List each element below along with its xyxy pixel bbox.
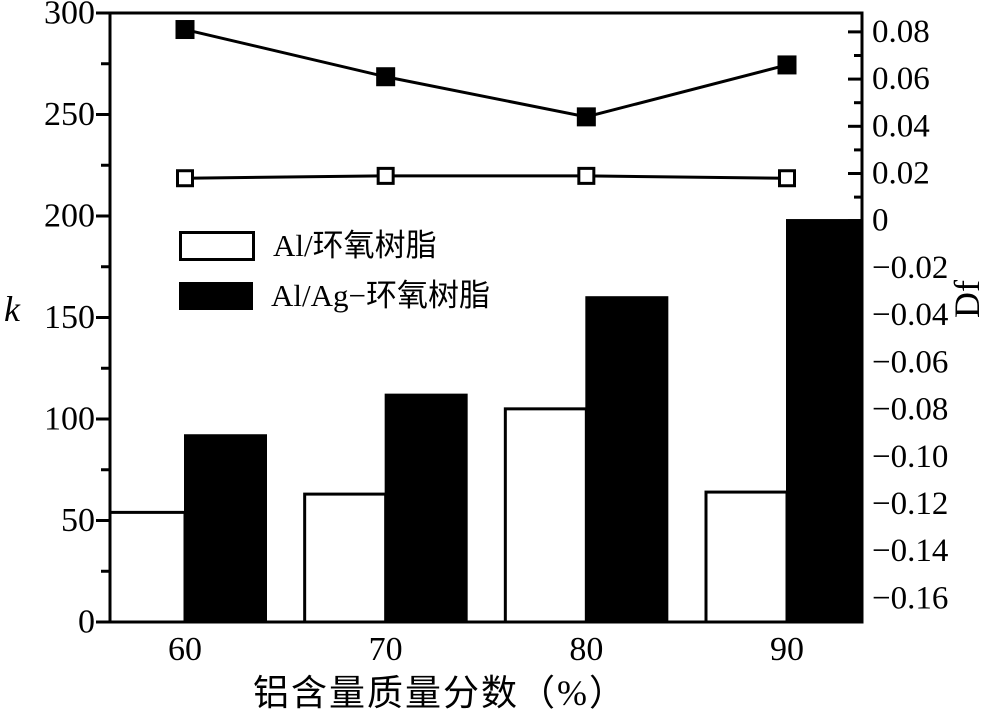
- right-axis-tick-label: −0.14: [872, 533, 948, 569]
- left-axis-tick-label: 50: [61, 502, 95, 539]
- right-axis-tick-label: −0.12: [872, 486, 948, 522]
- legend-swatch-alag-epoxy: [179, 281, 253, 310]
- legend-label-alag-epoxy: Al/Ag−环氧树脂: [271, 278, 490, 313]
- left-axis-tick-label: 300: [44, 0, 95, 32]
- marker-open-square: [176, 169, 194, 188]
- legend: Al/环氧树脂 Al/Ag−环氧树脂: [179, 230, 490, 311]
- bar-alag-epoxy: [184, 434, 267, 623]
- bar-al-epoxy: [303, 492, 388, 624]
- right-axis-title: Df: [947, 280, 987, 318]
- marker-open-square: [376, 166, 395, 185]
- left-axis-tick-label: 100: [44, 401, 95, 438]
- left-axis-title: k: [4, 289, 20, 329]
- right-axis-tick-label: 0.04: [872, 108, 930, 144]
- right-axis-tick-label: 0.08: [872, 14, 930, 50]
- bar-alag-epoxy: [786, 219, 863, 623]
- bar-alag-epoxy: [585, 296, 669, 623]
- legend-item-alag-epoxy: Al/Ag−环氧树脂: [179, 280, 490, 311]
- right-axis-tick-label: −0.06: [872, 344, 948, 380]
- left-axis-tick-label: 250: [44, 96, 95, 133]
- bar-al-epoxy: [503, 407, 588, 624]
- bar-al-epoxy: [704, 490, 789, 624]
- marker-open-square: [778, 169, 796, 188]
- x-axis-tick-label: 70: [369, 631, 403, 668]
- right-axis-tick-label: 0: [872, 203, 889, 239]
- right-axis-tick-label: 0.02: [872, 156, 930, 192]
- right-axis-tick-label: −0.08: [872, 392, 948, 428]
- right-axis-tick-label: −0.10: [872, 439, 948, 475]
- right-axis-tick-label: −0.16: [872, 580, 948, 616]
- marker-filled-square: [576, 107, 596, 127]
- x-axis-tick-label: 80: [569, 631, 603, 668]
- x-axis-tick-label: 90: [770, 631, 804, 668]
- bar-alag-epoxy: [384, 393, 468, 624]
- marker-filled-square: [175, 20, 195, 40]
- left-axis-tick-label: 150: [44, 299, 95, 336]
- left-axis-tick-label: 200: [44, 198, 95, 235]
- right-axis-tick-label: 0.06: [872, 61, 930, 97]
- right-axis-tick-label: −0.04: [872, 297, 948, 333]
- x-axis-tick-label: 60: [168, 631, 202, 668]
- marker-open-square: [577, 166, 596, 185]
- line-alag-epoxy: [184, 28, 788, 119]
- marker-filled-square: [777, 55, 797, 75]
- legend-label-al-epoxy: Al/环氧树脂: [273, 228, 437, 263]
- right-axis-tick-label: −0.02: [872, 250, 948, 286]
- left-axis-tick-label: 0: [78, 604, 95, 641]
- legend-swatch-al-epoxy: [179, 230, 255, 261]
- x-axis-title: 铝含量质量分数（%）: [253, 673, 627, 713]
- marker-filled-square: [376, 67, 396, 87]
- bar-al-epoxy: [108, 510, 187, 624]
- legend-item-al-epoxy: Al/环氧树脂: [179, 230, 490, 261]
- line-al-epoxy: [184, 174, 788, 180]
